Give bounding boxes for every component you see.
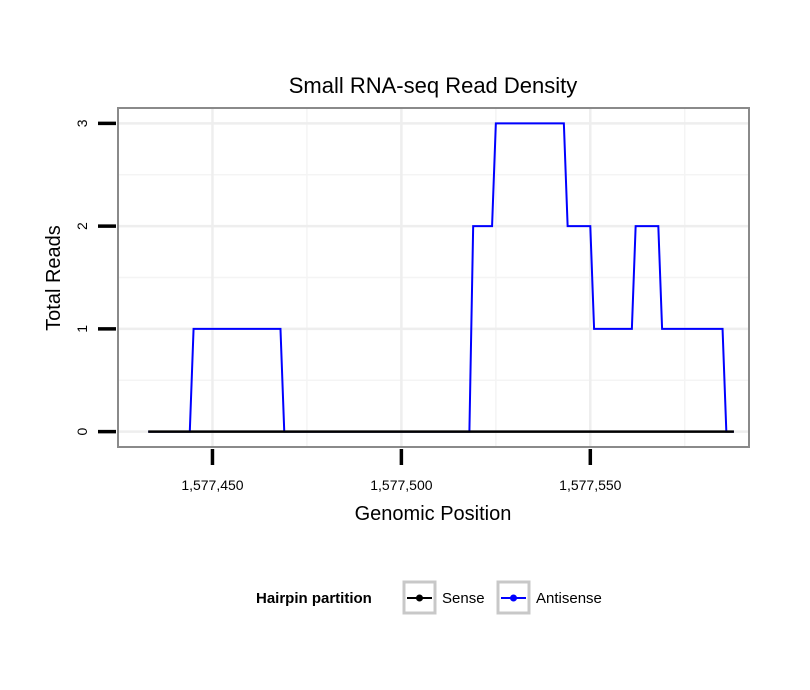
legend-entries: Sense Antisense bbox=[402, 580, 602, 615]
x-tick-label: 1,577,500 bbox=[370, 477, 432, 493]
legend-key-point-antisense bbox=[510, 594, 517, 602]
legend: Hairpin partition Sense Antisense bbox=[256, 580, 602, 615]
legend-title: Hairpin partition bbox=[256, 590, 372, 607]
x-tick-label: 1,577,550 bbox=[559, 477, 621, 493]
series-layer bbox=[148, 122, 734, 433]
y-tick-label: 2 bbox=[74, 222, 90, 230]
legend-key-point-sense bbox=[416, 594, 423, 602]
chart-title: Small RNA-seq Read Density bbox=[289, 73, 578, 98]
gridlines-minor bbox=[117, 108, 749, 447]
legend-label-antisense: Antisense bbox=[536, 590, 602, 607]
series-line-antisense bbox=[148, 122, 734, 433]
y-axis-title: Total Reads bbox=[43, 225, 65, 331]
y-tick-label: 0 bbox=[74, 427, 90, 435]
y-tick-label: 3 bbox=[74, 119, 90, 127]
y-tick-label: 1 bbox=[74, 325, 90, 333]
x-tick-label: 1,577,450 bbox=[181, 477, 243, 493]
x-axis: 1,577,450 1,577,500 1,577,550 bbox=[181, 449, 622, 493]
plot-panel-border bbox=[117, 107, 750, 448]
x-axis-title: Genomic Position bbox=[355, 503, 512, 525]
legend-label-sense: Sense bbox=[442, 590, 485, 607]
y-axis: 0 1 2 3 bbox=[74, 119, 116, 435]
